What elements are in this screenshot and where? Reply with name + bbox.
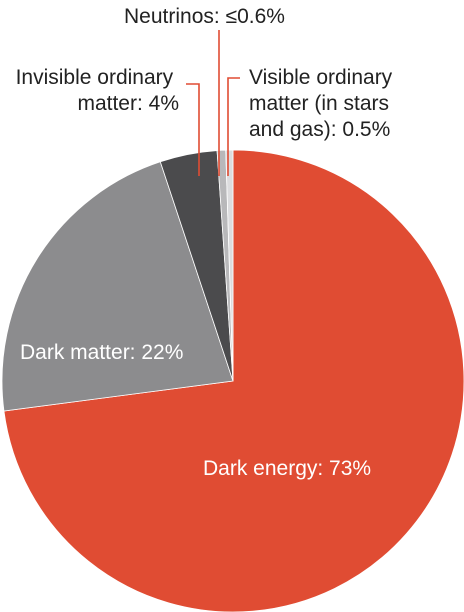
visible-ordinary-matter-label-line-1: Visible ordinary xyxy=(249,66,393,89)
pie-slice-visible-ordinary-matter xyxy=(225,149,234,382)
pie-slice-dark-energy xyxy=(3,149,464,612)
visible-ordinary-matter-label: Visible ordinary matter (in stars and ga… xyxy=(249,66,398,141)
dark-matter-label: Dark matter: 22% xyxy=(20,341,183,364)
visible-ordinary-matter-label-line-2: matter (in stars xyxy=(249,92,389,115)
invisible-ordinary-matter-label-line-2: matter: 4% xyxy=(77,92,179,115)
leader-lines xyxy=(186,30,240,176)
visible-ordinary-matter-label-line-3: and gas): 0.5% xyxy=(249,118,390,141)
leader-line-visible-ordinary-matter xyxy=(227,77,240,176)
pie-slice-dark-matter xyxy=(1,161,234,412)
invisible-ordinary-matter-label: Invisible ordinary matter: 4% xyxy=(16,66,179,115)
invisible-ordinary-matter-label-line-1: Invisible ordinary xyxy=(16,66,174,89)
leader-line-invisible-ordinary-matter xyxy=(186,83,200,176)
pie-slices xyxy=(1,149,464,612)
neutrinos-label: Neutrinos: ≤0.6% xyxy=(124,5,285,28)
dark-energy-label: Dark energy: 73% xyxy=(203,457,371,480)
